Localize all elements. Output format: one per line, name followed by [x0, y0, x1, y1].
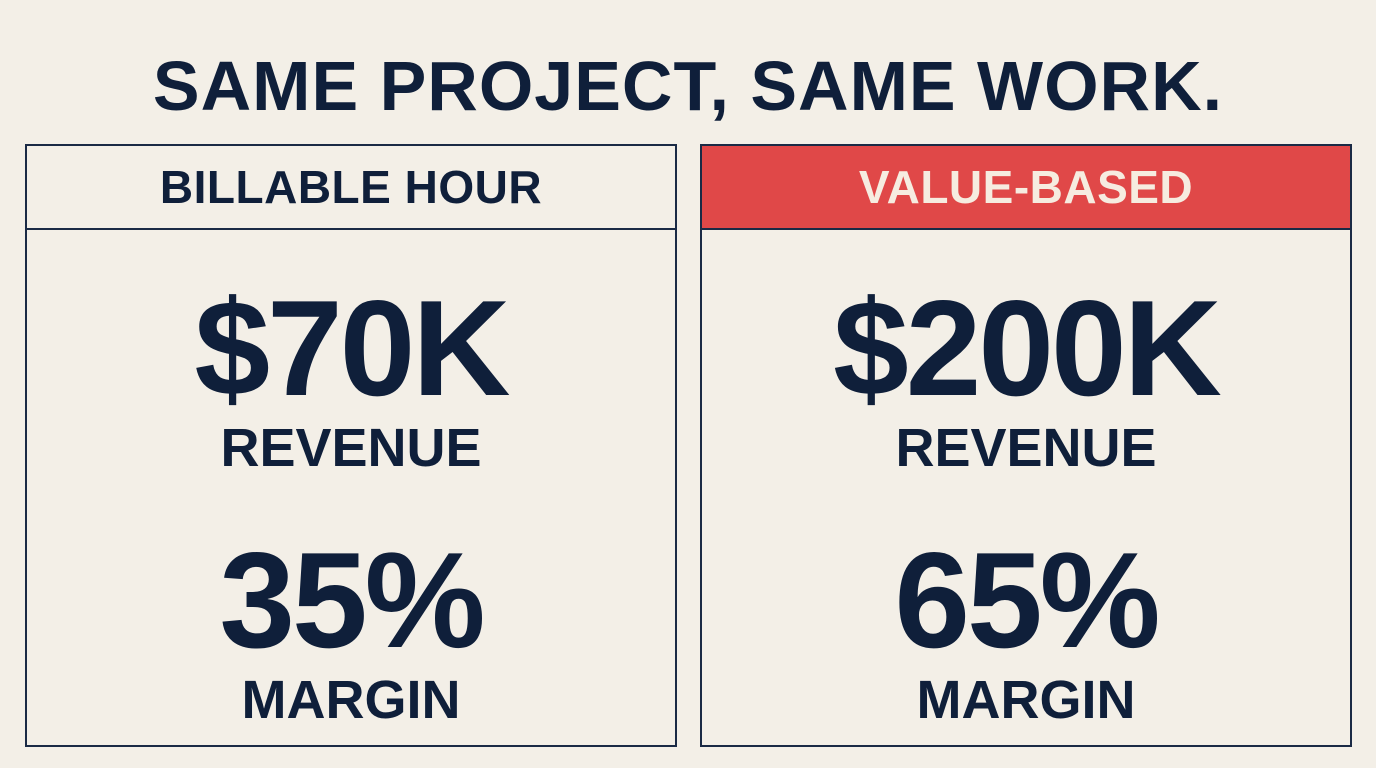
margin-label: MARGIN	[916, 670, 1136, 730]
panel-header: BILLABLE HOUR	[27, 146, 675, 230]
revenue-label: REVENUE	[895, 418, 1157, 478]
panel: BILLABLE HOUR $70K REVENUE 35% MARGIN	[25, 144, 677, 747]
margin-label: MARGIN	[241, 670, 461, 730]
revenue-value: $200K	[833, 272, 1222, 424]
margin-value: 65%	[894, 524, 1160, 676]
panel-header: VALUE-BASED	[702, 146, 1350, 230]
panel: VALUE-BASED $200K REVENUE 65% MARGIN	[700, 144, 1352, 747]
revenue-value: $70K	[194, 272, 510, 424]
revenue-label: REVENUE	[220, 418, 482, 478]
margin-value: 35%	[219, 524, 485, 676]
title: SAME PROJECT, SAME WORK.	[152, 47, 1224, 125]
